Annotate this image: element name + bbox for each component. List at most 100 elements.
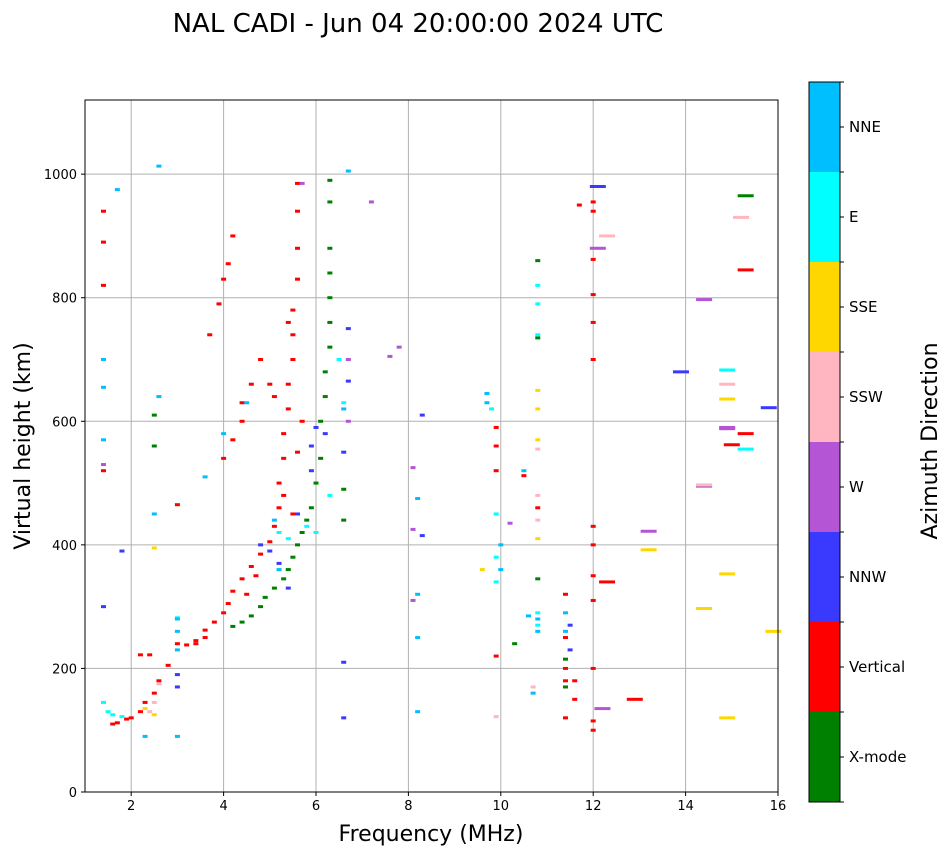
echo-point [221,611,227,615]
echo-point [285,382,291,386]
echo-point [562,636,568,640]
x-axis-label: Frequency (MHz) [339,822,524,847]
x-tick-label: 4 [219,799,227,814]
echo-point [267,382,273,386]
echo-point [640,529,657,533]
echo-point [137,653,143,657]
echo-point [535,577,541,581]
echo-point [521,469,527,473]
echo-point [493,469,499,473]
echo-point [387,354,393,358]
x-tick-label: 6 [312,799,320,814]
echo-point [341,487,347,491]
echo-point [719,572,736,576]
echo-point [142,707,148,711]
grid-lines [85,100,779,793]
echo-point [535,407,541,411]
echo-point [562,666,568,670]
colorbar-swatch [809,622,840,712]
series-vertical [100,181,754,732]
y-axis-label: Virtual height (km) [11,342,36,549]
echo-point [285,586,291,590]
echo-point [137,710,143,714]
echo-point [100,605,106,609]
echo-point [230,624,236,628]
echo-point [165,663,171,667]
echo-point [590,257,596,261]
x-tick-label: 14 [677,799,694,814]
series-e [100,283,754,719]
echo-point [535,518,541,522]
echo-point [322,432,328,436]
echo-point [590,209,596,213]
echo-point [562,629,568,633]
echo-point [562,611,568,615]
echo-point [271,586,277,590]
echo-point [225,262,231,266]
echo-point [174,503,180,507]
series-ssw [147,215,750,719]
echo-point [498,543,504,547]
echo-point [336,358,342,361]
echo-point [156,164,162,168]
echo-point [341,716,347,720]
echo-point [760,406,777,410]
echo-point [244,592,250,596]
echo-point [415,497,421,501]
echo-point [345,379,351,383]
echo-point [147,710,153,714]
echo-point [535,336,541,340]
echo-point [723,443,740,447]
colorbar: X-mode Vertical NNW W SSW SSE E NNE [808,81,906,803]
echo-point [327,345,333,349]
echo-point [142,700,148,704]
echo-point [341,450,347,454]
echo-point [100,358,106,361]
echo-point [151,444,157,448]
colorbar-swatch [809,442,840,532]
echo-point [221,277,227,281]
echo-point [299,531,305,534]
echo-point [530,685,536,689]
echo-point [419,534,425,538]
echo-point [193,639,199,643]
echo-point [479,568,485,572]
echo-point [239,620,245,624]
echo-point [262,595,268,599]
echo-point [594,707,611,711]
echo-point [290,308,296,312]
echo-point [295,209,301,213]
colorbar-tick-label: W [849,478,864,496]
y-tick-label: 600 [52,415,77,430]
echo-point [696,298,713,302]
series-nne [100,164,568,738]
echo-point [318,419,324,423]
echo-point [535,493,541,497]
echo-point [285,407,291,411]
y-tick-label: 800 [52,292,77,307]
echo-point [562,592,568,596]
echo-point [567,623,573,627]
echo-point [100,283,106,287]
echo-point [156,395,162,399]
echo-point [290,358,296,361]
echo-point [765,629,782,633]
echo-point [493,425,499,429]
echo-point [737,447,754,451]
echo-point [285,537,291,541]
x-tick-label: 16 [770,799,787,814]
echo-point [493,580,499,584]
echo-point [253,574,259,578]
echo-point [530,691,536,695]
echo-point [295,181,301,185]
echo-point [100,385,106,389]
echo-point [285,320,291,324]
echo-point [327,200,333,204]
echo-point [535,283,541,287]
echo-point [672,370,689,374]
data-marks [100,164,782,738]
x-tick-label: 12 [585,799,602,814]
echo-point [151,512,157,516]
echo-point [258,552,264,556]
